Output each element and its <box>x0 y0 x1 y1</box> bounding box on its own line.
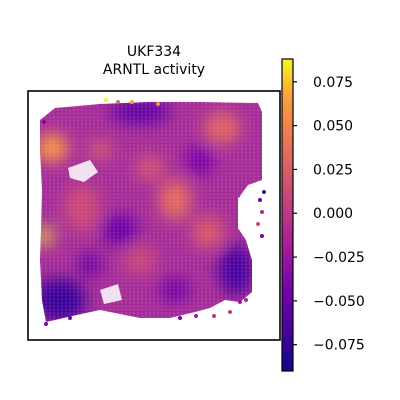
hex-spot-texture <box>40 102 262 322</box>
axes-frame <box>27 90 281 341</box>
chart-title-line-1: UKF334 <box>127 44 181 60</box>
chart-title-line-2: ARNTL activity <box>103 62 205 78</box>
tissue-gap-right <box>238 185 266 300</box>
chart-title: UKF334 ARNTL activity <box>103 44 205 78</box>
edge-spots <box>42 98 266 326</box>
colorbar-gradient <box>281 58 294 372</box>
colorbar: 0.075 0.050 0.025 0.000 −0.025 −0.050 −0.075 <box>281 58 365 372</box>
colorbar-tick-label: 0.075 <box>313 75 353 91</box>
spatial-spot-map <box>40 98 266 326</box>
colorbar-tick-label: 0.000 <box>313 206 353 222</box>
colorbar-tick-label: 0.025 <box>313 162 353 178</box>
tissue-gap-lower <box>100 284 122 304</box>
tissue-gap-upper-left <box>68 160 98 182</box>
colorbar-tick-label: −0.050 <box>313 294 365 310</box>
colorbar-tick-label: 0.050 <box>313 119 353 135</box>
colorbar-tick-label: −0.025 <box>313 250 365 266</box>
colorbar-ticks: 0.075 0.050 0.025 0.000 −0.025 −0.050 −0.075 <box>293 75 365 354</box>
colorbar-tick-label: −0.075 <box>313 338 365 354</box>
